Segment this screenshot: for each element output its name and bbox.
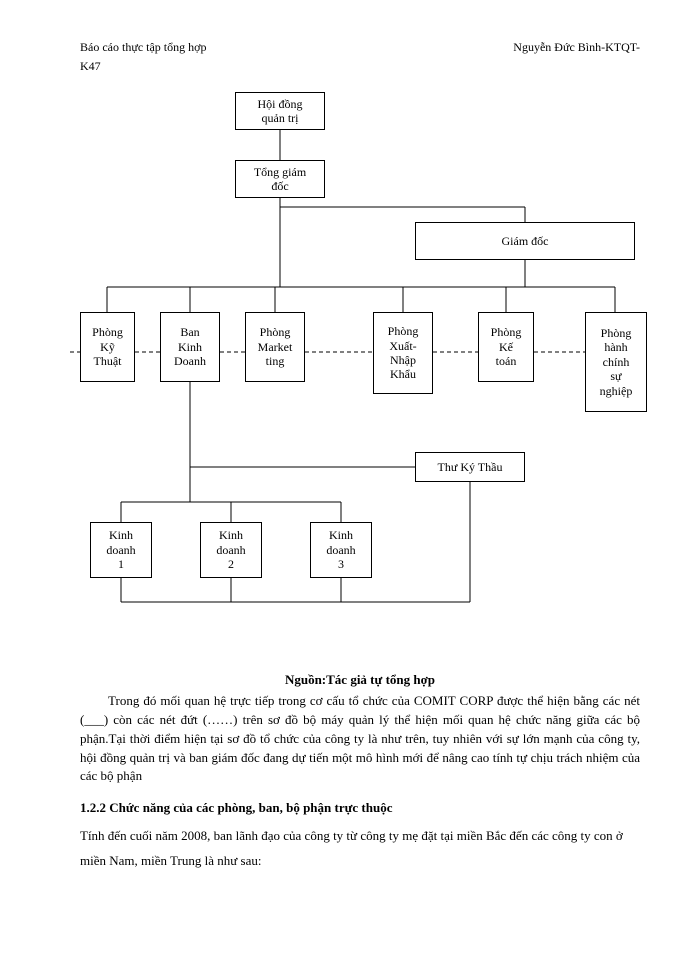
org-node-d2: BanKinhDoanh: [160, 312, 220, 382]
org-node-tk: Thư Ký Thầu: [415, 452, 525, 482]
org-node-k2: Kinhdoanh2: [200, 522, 262, 578]
org-node-n1: Hội đồngquản trị: [235, 92, 325, 130]
org-node-d3: PhòngMarketting: [245, 312, 305, 382]
org-node-n3: Giám đốc: [415, 222, 635, 260]
paragraph-1-text: Trong đó mối quan hệ trực tiếp trong cơ …: [80, 693, 640, 783]
page-header: Báo cáo thực tập tổng hợp Nguyễn Đức Bìn…: [80, 40, 640, 55]
org-node-d5: PhòngKếtoán: [478, 312, 534, 382]
org-node-k3: Kinhdoanh3: [310, 522, 372, 578]
org-chart: Hội đồngquản trị Tổng giámđốc Giám đốc Phòn…: [70, 92, 650, 652]
header-line2: K47: [80, 59, 640, 74]
header-left: Báo cáo thực tập tổng hợp: [80, 40, 207, 55]
org-node-d6: Phònghànhchínhsựnghiệp: [585, 312, 647, 412]
paragraph-2: Tính đến cuối năm 2008, ban lãnh đạo của…: [80, 824, 640, 873]
org-node-d4: PhòngXuất-NhậpKhẩu: [373, 312, 433, 394]
org-node-d1: PhòngKỹThuật: [80, 312, 135, 382]
header-right: Nguyễn Đức Bình-KTQT-: [513, 40, 640, 55]
document-page: Báo cáo thực tập tổng hợp Nguyễn Đức Bìn…: [0, 0, 700, 914]
org-node-n2: Tổng giámđốc: [235, 160, 325, 198]
section-heading: 1.2.2 Chức năng của các phòng, ban, bộ p…: [80, 800, 640, 816]
paragraph-2-text: Tính đến cuối năm 2008, ban lãnh đạo của…: [80, 828, 623, 868]
source-line: Nguồn:Tác giả tự tổng hợp: [80, 672, 640, 688]
paragraph-1: Trong đó mối quan hệ trực tiếp trong cơ …: [80, 692, 640, 786]
org-node-k1: Kinhdoanh1: [90, 522, 152, 578]
